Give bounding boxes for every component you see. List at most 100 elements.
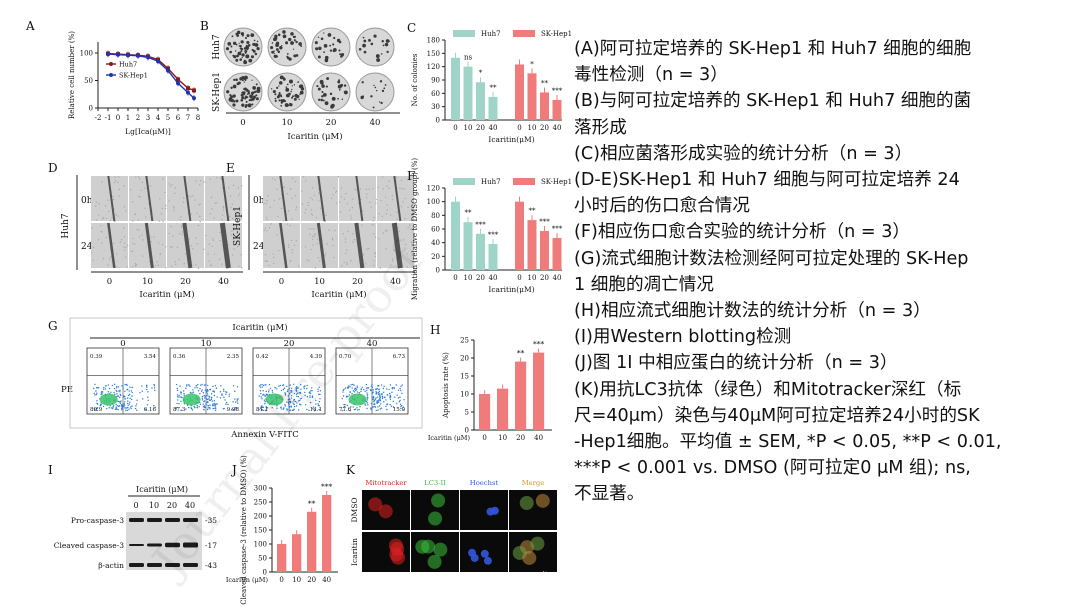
- cell-texture: [333, 187, 336, 189]
- event-dot: [234, 398, 236, 400]
- event-dot: [102, 405, 105, 408]
- colony: [324, 101, 329, 106]
- cell-texture: [289, 260, 291, 263]
- cell-texture: [102, 216, 105, 219]
- conc-label: 10: [149, 501, 159, 510]
- colony: [278, 99, 281, 102]
- blot-band: [129, 563, 144, 567]
- y-tick-label: 0: [263, 569, 267, 577]
- event-dot: [214, 404, 216, 406]
- cell-texture: [124, 249, 126, 251]
- cell-texture: [230, 234, 233, 236]
- event-dot: [376, 401, 378, 403]
- caption-line: (G)流式细胞计数法检测经阿可拉定处理的 SK-Hep: [574, 248, 969, 269]
- event-dot: [376, 396, 379, 398]
- event-dot: [201, 399, 204, 401]
- conc-label: 40: [185, 501, 195, 510]
- bar: [292, 534, 302, 572]
- cell-texture: [226, 219, 228, 221]
- cell-texture: [346, 202, 349, 205]
- cell-texture: [290, 260, 292, 262]
- cell-texture: [313, 235, 315, 238]
- cell-texture: [221, 187, 223, 189]
- cell-texture: [298, 265, 300, 267]
- event-dot: [306, 387, 308, 390]
- x-axis-label: Icaritin (μM): [311, 289, 366, 300]
- cell-texture: [316, 242, 318, 245]
- cell-texture: [304, 212, 306, 214]
- blot-band: [165, 518, 180, 522]
- event-dot: [353, 408, 356, 411]
- event-dot: [293, 408, 295, 411]
- event-dot: [352, 383, 354, 386]
- event-dot: [236, 400, 238, 402]
- event-dot: [121, 405, 123, 408]
- event-dot: [403, 399, 405, 401]
- colony: [385, 39, 390, 43]
- cell-texture: [385, 213, 388, 215]
- colony: [376, 58, 381, 62]
- y-tick-label: 0: [436, 267, 440, 275]
- event-dot: [201, 383, 203, 386]
- event-dot: [129, 397, 131, 400]
- cell-texture: [321, 239, 323, 241]
- cell-texture: [95, 201, 97, 203]
- cell-texture: [340, 196, 343, 198]
- scratch-line: [221, 175, 230, 222]
- event-dot: [178, 396, 180, 398]
- fluorescence-image: [460, 490, 508, 530]
- conc-label: 20: [352, 277, 363, 287]
- event-dot: [397, 389, 400, 391]
- cell-texture: [169, 245, 172, 248]
- colony: [316, 85, 319, 88]
- cell-texture: [412, 226, 414, 228]
- event-dot: [363, 388, 365, 391]
- colony: [280, 104, 283, 107]
- cell-texture: [270, 223, 272, 225]
- cell-texture: [227, 244, 229, 246]
- colony: [323, 51, 325, 54]
- cell-texture: [304, 246, 307, 248]
- cell-texture: [231, 203, 233, 205]
- cell-texture: [381, 176, 384, 178]
- y-tick-label: 30: [431, 103, 440, 111]
- event-dot: [315, 399, 317, 402]
- event-dot: [388, 388, 390, 391]
- event-dot: [223, 390, 225, 392]
- cell-signal: [480, 549, 489, 558]
- event-dot: [399, 399, 401, 402]
- cell-texture: [199, 215, 201, 217]
- cell-texture: [308, 260, 310, 262]
- colony: [251, 79, 253, 81]
- cell-texture: [313, 194, 315, 196]
- colony: [293, 39, 296, 42]
- conc-label: 10: [282, 118, 293, 128]
- x-tick-label: 20: [516, 434, 525, 442]
- event-dot: [201, 389, 203, 391]
- y-tick-label: 10: [460, 391, 469, 399]
- cell-texture: [352, 233, 354, 235]
- cell-texture: [195, 180, 197, 182]
- event-dot: [347, 395, 349, 398]
- quadrant-value: 6.16: [144, 407, 157, 413]
- event-dot: [364, 404, 367, 406]
- cell-texture: [162, 220, 164, 223]
- event-dot: [215, 387, 218, 389]
- event-dot: [354, 408, 357, 410]
- scratch-line: [279, 222, 288, 269]
- cell-texture: [92, 246, 95, 249]
- event-dot: [403, 409, 405, 411]
- event-dot: [284, 393, 287, 395]
- colony: [253, 39, 256, 42]
- cell-texture: [332, 194, 334, 196]
- event-dot: [297, 395, 300, 398]
- event-dot: [187, 406, 190, 409]
- cell-texture: [311, 228, 313, 230]
- cell-texture: [199, 180, 202, 182]
- cell-texture: [219, 177, 222, 180]
- event-dot: [381, 397, 384, 400]
- event-dot: [375, 388, 378, 390]
- colony: [241, 103, 245, 107]
- cell-texture: [378, 213, 380, 215]
- cell-texture: [113, 181, 116, 184]
